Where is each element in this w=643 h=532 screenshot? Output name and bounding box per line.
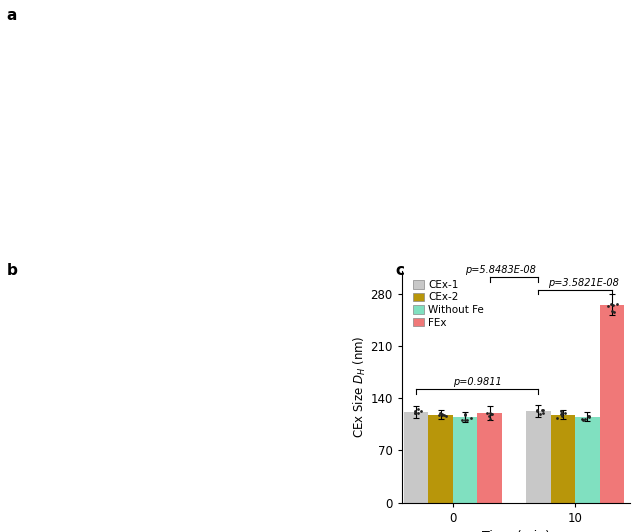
Point [556, 406, 566, 415]
Point [583, 411, 593, 420]
Point [610, 307, 620, 316]
Point [466, 414, 476, 422]
Legend: CEx-1, CEx-2, Without Fe, FEx: CEx-1, CEx-2, Without Fe, FEx [412, 279, 485, 329]
Point [537, 405, 547, 414]
Point [410, 409, 420, 417]
Point [485, 415, 495, 423]
Point [611, 300, 622, 308]
Text: b: b [6, 263, 17, 278]
Bar [526, 411, 550, 503]
Bar [599, 305, 624, 503]
Bar [477, 413, 502, 503]
Point [603, 302, 613, 311]
Bar [575, 417, 599, 503]
Bar [550, 414, 575, 503]
Point [482, 408, 492, 417]
Point [557, 409, 567, 417]
Point [608, 301, 618, 310]
Text: p=0.9811: p=0.9811 [453, 377, 502, 387]
Point [560, 409, 570, 417]
Bar [404, 412, 428, 503]
Point [435, 409, 445, 418]
Point [535, 409, 545, 418]
Point [437, 410, 447, 419]
Point [439, 411, 449, 420]
Point [410, 409, 420, 417]
Bar [428, 414, 453, 503]
Point [532, 406, 542, 414]
X-axis label: Time (min): Time (min) [482, 530, 550, 532]
Point [434, 411, 444, 420]
Point [462, 415, 472, 424]
Point [459, 416, 469, 425]
Point [578, 415, 588, 424]
Y-axis label: CEx Size $D_H$ (nm): CEx Size $D_H$ (nm) [352, 336, 368, 438]
Text: p=5.8483E-08: p=5.8483E-08 [466, 265, 536, 275]
Point [460, 410, 470, 419]
Point [460, 410, 471, 419]
Point [485, 409, 496, 417]
Text: p=3.5821E-08: p=3.5821E-08 [548, 278, 619, 288]
Point [413, 405, 423, 413]
Point [584, 412, 594, 421]
Point [441, 412, 451, 420]
Point [557, 411, 567, 420]
Point [457, 415, 467, 424]
Point [538, 406, 548, 414]
Point [485, 410, 496, 418]
Point [484, 412, 494, 420]
Point [410, 407, 420, 415]
Point [487, 410, 498, 418]
Bar [453, 417, 477, 503]
Point [538, 409, 548, 417]
Point [577, 414, 588, 423]
Point [580, 415, 590, 423]
Text: a: a [6, 8, 17, 23]
Point [584, 412, 595, 420]
Point [413, 409, 424, 417]
Point [606, 300, 616, 308]
Point [532, 406, 542, 415]
Point [556, 410, 566, 419]
Point [606, 306, 617, 315]
Point [437, 411, 447, 420]
Text: c: c [395, 263, 404, 278]
Point [552, 414, 562, 422]
Point [415, 407, 426, 415]
